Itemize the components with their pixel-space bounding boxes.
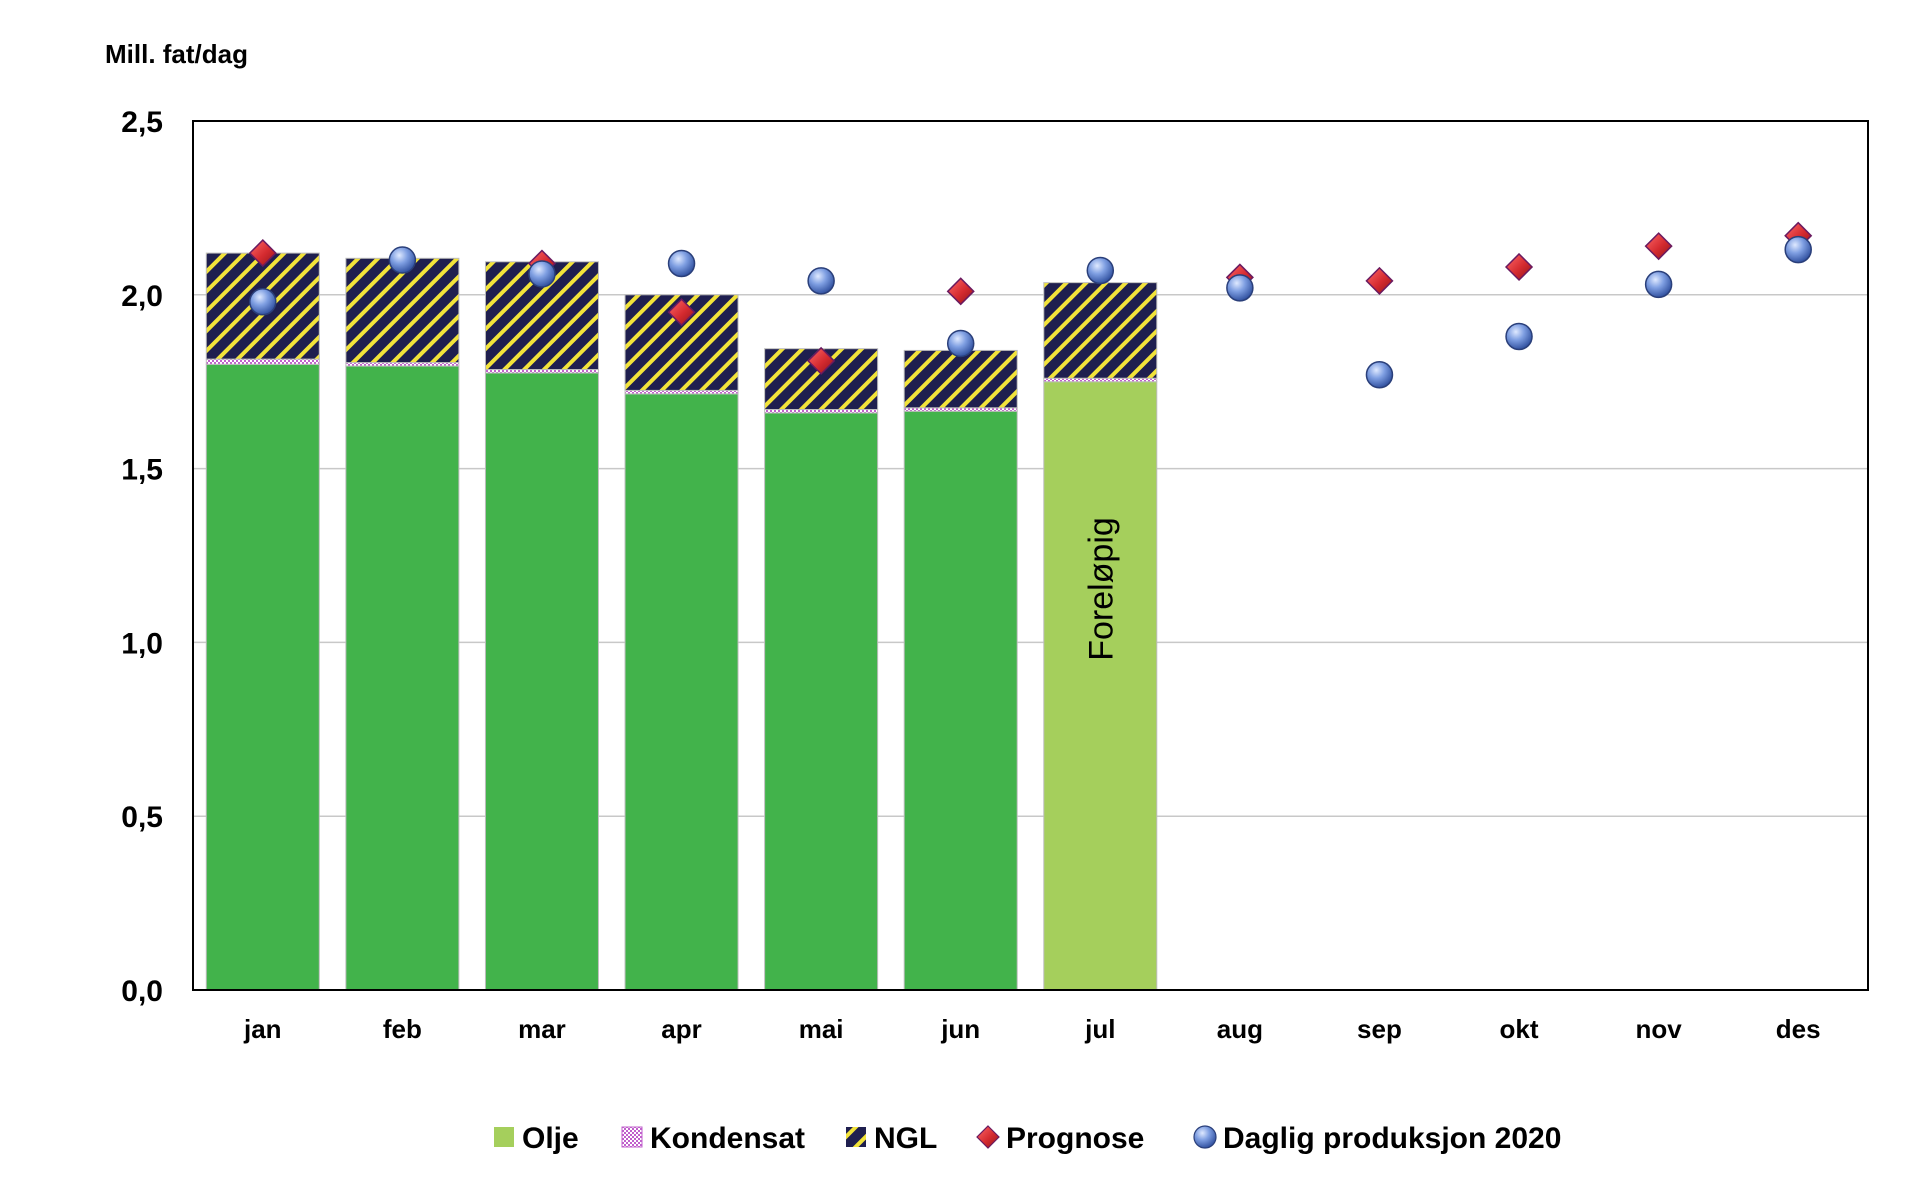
bar-kondensat-mar — [484, 369, 599, 374]
x-tick-label: aug — [1217, 1014, 1263, 1044]
x-tick-label: okt — [1500, 1014, 1539, 1044]
bar-ngl-jul — [1043, 282, 1158, 379]
y-tick-label: 0,5 — [121, 801, 163, 834]
daily-production-marker — [249, 288, 277, 316]
y-tick-label: 2,5 — [121, 106, 163, 139]
legend-swatch-ngl — [846, 1127, 866, 1147]
daily-production-marker — [528, 260, 556, 288]
daily-production-marker — [388, 246, 417, 274]
bar-olje-jun — [903, 410, 1018, 991]
bar-olje-jul — [1043, 381, 1158, 991]
x-tick-label: nov — [1636, 1014, 1683, 1044]
daily-production-marker — [1505, 322, 1533, 351]
axes: 0,0 0,5 1,0 1,5 2,0 2,5 jan feb mar apr mai jun jul a… — [121, 106, 1820, 1044]
x-tick-label: apr — [661, 1014, 701, 1044]
prognose-marker — [667, 298, 696, 327]
y-tick-label: 0,0 — [121, 975, 163, 1008]
prognose-marker — [946, 277, 975, 306]
y-axis-label: Mill. fat/dag — [105, 39, 248, 69]
x-tick-label: jun — [940, 1014, 980, 1044]
y-tick-label: 2,0 — [121, 280, 163, 313]
x-tick-label: sep — [1357, 1014, 1402, 1044]
bar-kondensat-jul — [1043, 377, 1158, 383]
prognose-marker — [1365, 266, 1394, 295]
x-tick-label: mar — [518, 1014, 566, 1044]
stacked-bars: Foreløpig — [205, 252, 1158, 991]
x-tick-label: mai — [799, 1014, 844, 1044]
plot-frame — [192, 120, 1869, 991]
prognose-marker — [807, 346, 836, 375]
bar-olje-feb — [345, 365, 460, 991]
bar-kondensat-jun — [903, 407, 1018, 412]
daily-production-marker — [1644, 270, 1673, 299]
legend-swatch-kondensat — [621, 1126, 643, 1148]
bar-ngl-feb — [345, 257, 460, 364]
bar-olje-jan — [205, 363, 320, 991]
bar-ngl-jun — [903, 349, 1018, 409]
x-tick-label: des — [1776, 1014, 1821, 1044]
daily-production-marker — [1365, 360, 1394, 389]
plot-border — [192, 120, 1869, 991]
bar-kondensat-feb — [345, 362, 460, 367]
bar-kondensat-jan — [205, 358, 320, 365]
bar-kondensat-mai — [764, 409, 879, 414]
legend: Olje Kondensat NGL Prognose Daglig produksjo… — [494, 1122, 1561, 1155]
daily-production-marker — [946, 329, 975, 358]
y-tick-label: 1,5 — [121, 454, 163, 487]
x-tick-label: jan — [243, 1014, 282, 1044]
legend-label: Prognose — [1006, 1122, 1144, 1155]
legend-swatch-olje — [494, 1127, 514, 1147]
markers — [248, 221, 1813, 389]
bar-olje-mar — [484, 372, 599, 991]
legend-swatch-prognose — [976, 1125, 1000, 1149]
legend-label: Daglig produksjon 2020 — [1223, 1122, 1561, 1155]
y-tick-label: 1,0 — [121, 627, 163, 660]
daily-production-marker — [1226, 274, 1254, 302]
legend-label: NGL — [874, 1122, 937, 1155]
bar-olje-apr — [624, 393, 739, 991]
daily-production-marker — [807, 267, 835, 295]
provisional-label: Foreløpig — [1082, 517, 1120, 661]
legend-swatch-daglig — [1193, 1125, 1217, 1149]
daily-production-marker — [1086, 256, 1115, 285]
legend-label: Kondensat — [650, 1122, 805, 1155]
daily-production-marker — [667, 249, 696, 278]
x-tick-label: feb — [383, 1014, 422, 1044]
bar-olje-mai — [764, 412, 879, 991]
bar-kondensat-apr — [624, 389, 739, 395]
legend-label: Olje — [522, 1122, 579, 1155]
prognose-marker — [1644, 232, 1673, 261]
prognose-marker — [1504, 252, 1534, 282]
gridlines — [193, 294, 1868, 817]
x-tick-label: jul — [1084, 1014, 1115, 1044]
daily-production-marker — [1784, 235, 1812, 264]
prognose-marker — [248, 239, 277, 268]
